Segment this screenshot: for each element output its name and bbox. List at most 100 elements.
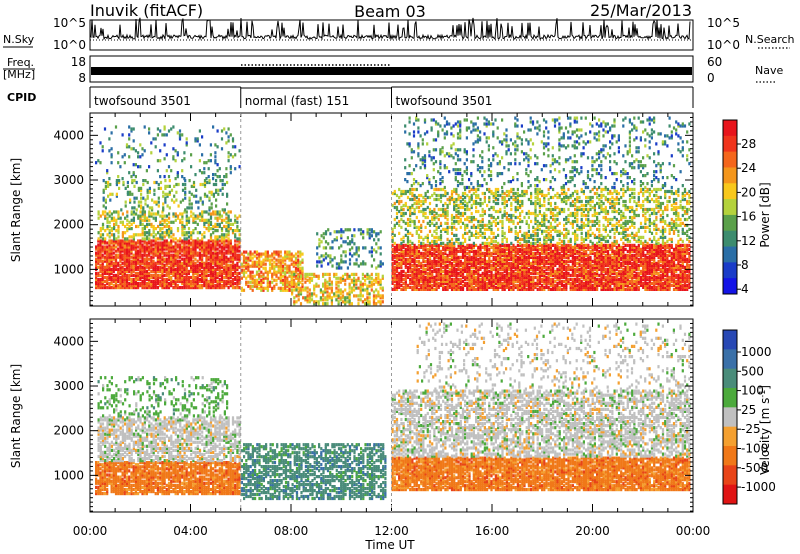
- data-cell: [422, 243, 425, 247]
- data-cell: [413, 263, 416, 267]
- data-cell: [527, 271, 530, 275]
- data-cell: [121, 271, 124, 275]
- data-cell: [148, 267, 151, 271]
- data-cell: [167, 277, 171, 282]
- data-cell: [310, 298, 314, 302]
- data-cell: [201, 257, 204, 261]
- data-cell: [143, 286, 146, 290]
- data-cell: [178, 261, 182, 265]
- data-cell: [488, 243, 491, 247]
- data-cell: [409, 243, 412, 247]
- data-cell: [234, 243, 237, 247]
- data-cell: [444, 249, 447, 253]
- data-cell: [393, 273, 396, 277]
- data-cell: [190, 286, 193, 290]
- data-cell: [450, 251, 454, 255]
- data-cell: [499, 279, 502, 283]
- data-cell: [604, 257, 607, 261]
- data-cell: [145, 253, 148, 257]
- data-cell: [156, 286, 159, 290]
- data-cell: [483, 251, 486, 255]
- data-cell: [571, 287, 574, 291]
- data-cell: [393, 259, 396, 263]
- data-cell: [417, 273, 421, 277]
- data-cell: [442, 245, 445, 249]
- data-cell: [137, 255, 140, 259]
- data-cell: [317, 302, 320, 306]
- data-cell: [433, 253, 436, 257]
- data-cell: [395, 287, 399, 291]
- data-cell: [106, 249, 109, 253]
- data-cell: [521, 247, 524, 251]
- cpid-segment-label: twofsound 3501: [396, 94, 493, 108]
- data-cell: [284, 286, 287, 290]
- data-cell: [218, 279, 221, 284]
- data-cell: [161, 216, 164, 220]
- data-cell: [185, 214, 188, 218]
- data-cell: [543, 281, 546, 285]
- data-cell: [301, 282, 304, 286]
- data-cell: [114, 286, 118, 290]
- data-cell: [505, 261, 508, 265]
- data-cell: [101, 286, 104, 290]
- data-cell: [499, 263, 502, 267]
- data-cell: [472, 287, 475, 291]
- data-cell: [184, 196, 187, 200]
- data-cell: [226, 194, 229, 198]
- data-cell: [279, 274, 282, 278]
- data-cell: [167, 271, 171, 275]
- data-cell: [545, 253, 548, 257]
- data-cell: [521, 251, 524, 255]
- data-cell: [161, 282, 164, 286]
- data-cell: [170, 231, 173, 235]
- data-cell: [163, 214, 166, 218]
- data-cell: [114, 277, 118, 282]
- data-cell: [139, 210, 142, 214]
- data-cell: [229, 243, 232, 247]
- data-cell: [391, 287, 394, 291]
- data-cell: [574, 273, 577, 277]
- data-cell: [404, 247, 407, 251]
- data-cell: [157, 210, 160, 214]
- data-cell: [600, 277, 603, 281]
- data-cell: [245, 256, 248, 260]
- data-cell: [335, 266, 338, 270]
- data-cell: [499, 267, 502, 271]
- data-cell: [413, 279, 416, 283]
- data-cell: [178, 279, 182, 284]
- data-cell: [131, 206, 134, 210]
- data-cell: [567, 277, 570, 281]
- data-cell: [123, 239, 126, 243]
- data-cell: [234, 257, 237, 261]
- data-cell: [152, 259, 155, 263]
- data-cell: [468, 255, 471, 259]
- data-cell: [123, 247, 126, 251]
- data-cell: [167, 284, 171, 288]
- data-cell: [99, 286, 102, 290]
- data-cell: [229, 269, 232, 273]
- data-cell: [183, 247, 186, 251]
- data-cell: [240, 262, 243, 266]
- data-cell: [216, 257, 219, 261]
- data-cell: [121, 249, 124, 253]
- data-cell: [210, 190, 213, 194]
- data-cell: [596, 255, 599, 259]
- data-cell: [214, 249, 217, 253]
- data-cell: [185, 271, 188, 275]
- data-cell: [488, 247, 491, 251]
- data-cell: [477, 285, 480, 289]
- data-cell: [277, 276, 280, 280]
- data-cell: [545, 275, 548, 279]
- data-cell: [494, 245, 497, 249]
- data-cell: [461, 263, 465, 267]
- data-cell: [400, 277, 403, 281]
- data-cell: [534, 253, 537, 257]
- data-cell: [242, 264, 246, 268]
- data-cell: [461, 261, 465, 265]
- data-cell: [207, 279, 210, 284]
- data-cell: [108, 265, 111, 269]
- data-cell: [530, 249, 533, 253]
- data-cell: [226, 202, 229, 206]
- data-cell: [543, 287, 546, 291]
- data-cell: [521, 273, 524, 277]
